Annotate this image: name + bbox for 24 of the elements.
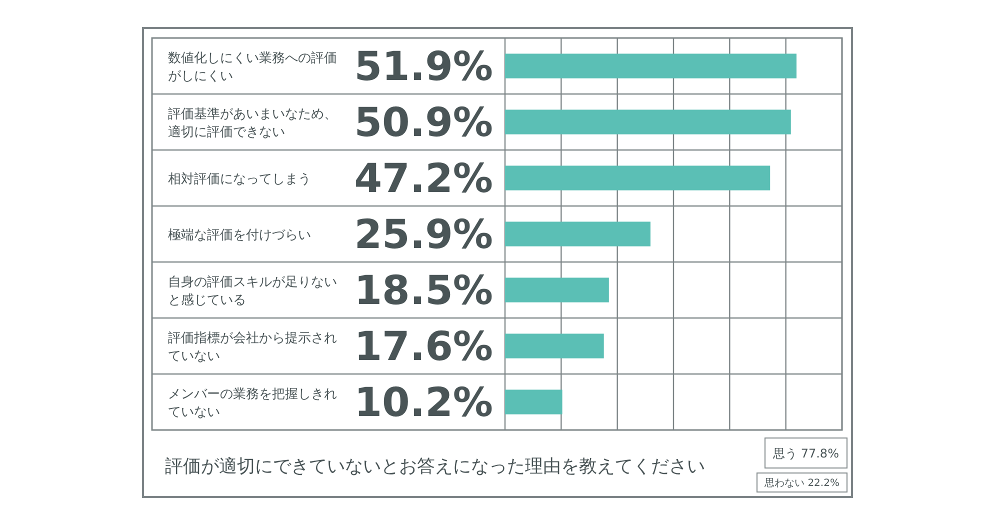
bar	[505, 110, 791, 134]
data-label: 17.6%	[354, 324, 493, 370]
data-label: 50.9%	[354, 100, 493, 146]
data-label: 18.5%	[354, 268, 493, 314]
bar	[505, 278, 609, 302]
y-tick-label: 数値化しにくい業務への評価がしにくい	[168, 51, 337, 84]
y-tick-label: 評価基準があいまいなため、適切に評価できない	[168, 107, 337, 140]
bar	[505, 222, 650, 246]
text: 思う 77.8%	[772, 446, 839, 460]
bar	[505, 390, 562, 414]
bar	[505, 166, 770, 190]
y-tick-label: メンバーの業務を把握しきれていない	[168, 387, 337, 420]
y-tick-label: 評価指標が会社から提示されていない	[168, 331, 337, 364]
data-label: 10.2%	[354, 380, 493, 426]
data-label: 51.9%	[354, 44, 493, 90]
data-label: 25.9%	[354, 212, 493, 258]
data-label: 47.2%	[354, 156, 493, 202]
y-tick-label: 相対評価になってしまう	[168, 171, 311, 187]
text: 評価が適切にできていないとお答えになった理由を教えてください	[165, 456, 705, 477]
text: 思わない 22.2%	[764, 478, 840, 490]
y-tick-label: 自身の評価スキルが足りないと感じている	[168, 275, 337, 308]
y-tick-label: 極端な評価を付けづらい	[168, 228, 311, 243]
bar	[505, 334, 604, 358]
bar	[505, 54, 797, 78]
